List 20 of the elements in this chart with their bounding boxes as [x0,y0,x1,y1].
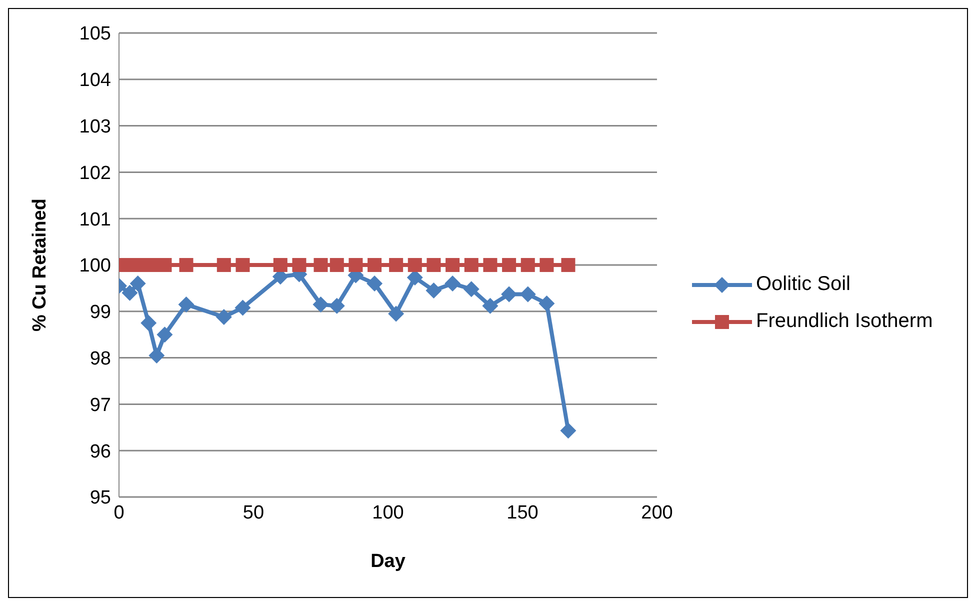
x-axis-title: Day [370,551,406,572]
y-tick-label: 101 [79,209,111,230]
x-tick-label: 50 [242,502,264,524]
x-tick-label: 100 [372,502,404,524]
y-tick-label: 95 [90,488,111,509]
y-tick-label: 100 [79,256,111,277]
legend-label: Freundlich Isotherm [756,310,933,333]
y-tick-label: 96 [90,441,111,462]
x-tick-label: 0 [114,502,124,524]
x-tick-label: 150 [506,502,538,524]
y-axis-title: % Cu Retained [30,198,51,332]
y-tick-label: 104 [79,70,112,92]
y-tick-label: 99 [90,302,111,324]
y-tick-label: 102 [79,162,111,184]
y-tick-label: 103 [79,116,111,138]
x-tick-label: 200 [641,502,673,524]
y-tick-label: 105 [79,24,111,45]
y-tick-label: 98 [90,348,111,370]
y-tick-label: 97 [90,394,111,416]
legend-label: Oolitic Soil [756,273,850,296]
